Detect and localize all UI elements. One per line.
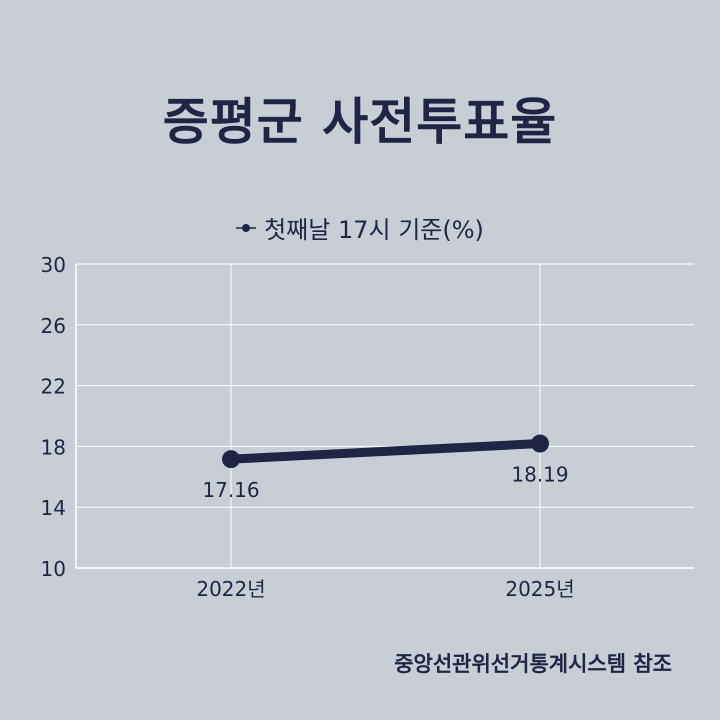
x-tick-label: 2025년 (505, 577, 574, 601)
legend-marker-icon (236, 223, 257, 232)
series-line (226, 439, 545, 464)
y-tick-label: 22 (41, 375, 66, 399)
chart-title: 증평군 사전투표율 (162, 93, 558, 151)
legend: 첫째날 17시 기준(%) (0, 210, 720, 245)
data-label: 17.16 (202, 478, 259, 502)
y-tick-label: 10 (41, 557, 66, 581)
y-tick-label: 18 (41, 435, 66, 459)
legend-label: 첫째날 17시 기준(%) (264, 216, 484, 244)
x-tick-label: 2022년 (196, 577, 265, 601)
y-tick-label: 14 (41, 496, 66, 520)
y-tick-label: 26 (41, 314, 66, 338)
data-point (531, 434, 549, 453)
data-label: 18.19 (511, 463, 568, 487)
data-point (222, 450, 240, 469)
source-note: 중앙선관위선거통계시스템 참조 (394, 652, 672, 676)
y-tick-label: 30 (41, 253, 66, 277)
